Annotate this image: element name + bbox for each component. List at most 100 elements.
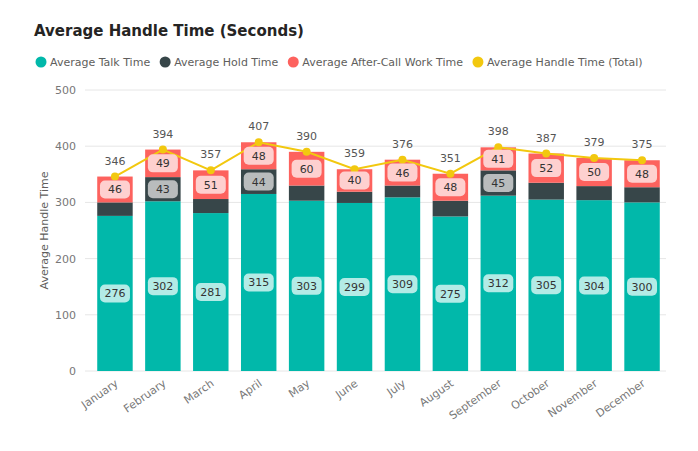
data-label-box <box>148 154 178 172</box>
data-label-box <box>579 277 609 295</box>
legend-label: Average Handle Time (Total) <box>487 56 643 69</box>
data-label: 49 <box>156 157 170 170</box>
data-label: 46 <box>395 167 409 180</box>
line-point <box>255 138 263 146</box>
bar <box>528 154 563 183</box>
data-label-box <box>387 164 417 182</box>
bar <box>193 199 228 213</box>
total-label: 357 <box>200 148 221 161</box>
total-label: 351 <box>440 152 461 165</box>
total-label: 387 <box>536 132 557 145</box>
data-label-box <box>579 163 609 181</box>
data-label-box <box>627 278 657 296</box>
bar <box>193 170 228 199</box>
legend-swatch <box>472 57 483 68</box>
bar <box>624 187 659 202</box>
y-tick-label: 100 <box>55 309 76 322</box>
bar <box>145 177 180 201</box>
x-tick-label: July <box>384 377 409 400</box>
data-label: 299 <box>344 281 365 294</box>
line <box>115 142 642 176</box>
x-tick-label: January <box>78 377 121 412</box>
bar <box>241 194 276 371</box>
chart: Average Handle Time (Seconds) Average Tal… <box>0 0 698 451</box>
data-label: 276 <box>104 287 125 300</box>
x-tick-label: May <box>286 377 312 401</box>
total-label: 394 <box>152 128 173 141</box>
line-point <box>207 166 215 174</box>
total-label: 376 <box>392 138 413 151</box>
y-tick-label: 400 <box>55 140 76 153</box>
data-label-box <box>244 147 274 165</box>
y-tick-label: 0 <box>69 365 76 378</box>
line-point <box>446 170 454 178</box>
data-label: 44 <box>252 176 266 189</box>
data-label-box <box>148 180 178 198</box>
bar <box>481 196 516 371</box>
bar <box>433 216 468 371</box>
x-tick-label: October <box>508 377 552 413</box>
x-tick-label: December <box>594 377 649 421</box>
data-label: 51 <box>204 179 218 192</box>
total-label: 375 <box>632 138 653 151</box>
line-point <box>590 154 598 162</box>
data-label: 40 <box>348 174 362 187</box>
bar <box>145 150 180 178</box>
data-label: 281 <box>200 286 221 299</box>
line-point <box>542 150 550 158</box>
y-tick-label: 300 <box>55 196 76 209</box>
bar <box>289 201 324 371</box>
legend-item: Average Handle Time (Total) <box>472 56 642 69</box>
data-label: 52 <box>539 162 553 175</box>
title: Average Handle Time (Seconds) <box>34 22 304 40</box>
data-label-box <box>483 274 513 292</box>
data-label: 41 <box>491 153 505 166</box>
bar <box>576 186 611 200</box>
data-label-box <box>244 273 274 291</box>
data-label-box <box>531 159 561 177</box>
bar <box>576 158 611 186</box>
data-label-box <box>340 171 370 189</box>
data-label: 275 <box>440 288 461 301</box>
data-label: 50 <box>587 166 601 179</box>
grid-line <box>85 146 666 147</box>
x-tick-label: September <box>447 377 505 423</box>
data-label-box <box>531 276 561 294</box>
legend-item: Average After-Call Work Time <box>288 56 463 69</box>
legend-label: Average After-Call Work Time <box>302 56 463 69</box>
total-label: 379 <box>584 136 605 149</box>
data-label: 304 <box>584 280 605 293</box>
data-label: 60 <box>300 163 314 176</box>
data-label: 300 <box>632 281 653 294</box>
data-label: 46 <box>108 183 122 196</box>
data-label-box <box>483 174 513 192</box>
line-point <box>303 148 311 156</box>
y-tick-label: 200 <box>55 253 76 266</box>
grid-line <box>85 90 666 91</box>
line-point <box>638 156 646 164</box>
data-labels: 2763022813153032993092753123053043004344… <box>100 120 657 302</box>
total-label: 398 <box>488 125 509 138</box>
bar <box>337 169 372 191</box>
data-label-box <box>148 277 178 295</box>
bar <box>624 202 659 371</box>
bar <box>337 203 372 371</box>
data-label-box <box>100 180 130 198</box>
bar <box>97 202 132 215</box>
legend-item: Average Talk Time <box>36 56 151 69</box>
data-label-box <box>435 178 465 196</box>
data-label: 309 <box>392 278 413 291</box>
line-point <box>111 173 119 181</box>
data-label: 315 <box>248 276 269 289</box>
y-axis-label: Average Handle Time <box>38 171 51 289</box>
bar <box>337 192 372 203</box>
data-label: 48 <box>252 150 266 163</box>
x-tick-label: August <box>417 376 457 409</box>
bar <box>528 183 563 200</box>
data-label-box <box>387 275 417 293</box>
data-label-box <box>292 160 322 178</box>
total-label: 390 <box>296 130 317 143</box>
bar <box>385 197 420 371</box>
data-label: 312 <box>488 277 509 290</box>
data-label: 43 <box>156 183 170 196</box>
